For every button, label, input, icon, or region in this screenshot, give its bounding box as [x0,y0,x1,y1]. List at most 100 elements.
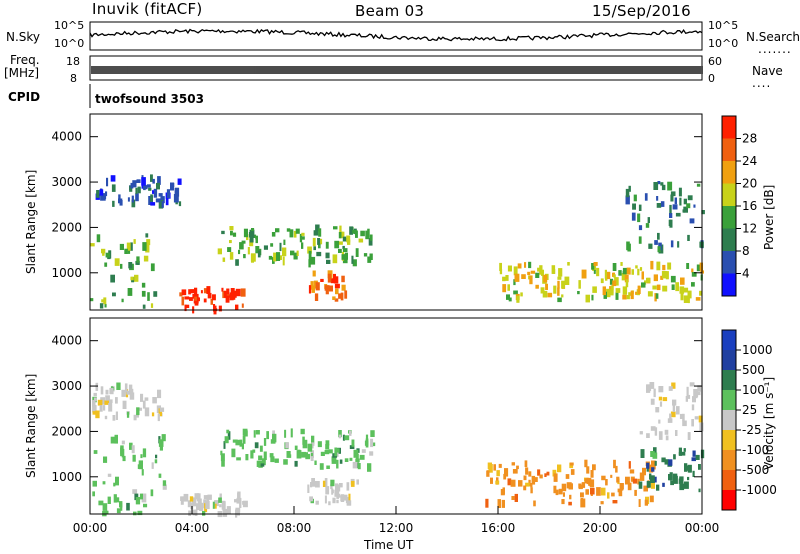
heatmap-cell [683,198,687,205]
heatmap-cell [657,246,661,253]
heatmap-cell [668,459,673,466]
heatmap-cell [311,478,315,487]
y-tick-label: 3000 [51,379,82,393]
heatmap-cell [662,285,668,292]
nave-dots: .... [752,76,772,90]
heatmap-cell [578,280,581,289]
heatmap-cell [662,482,665,487]
heatmap-cell [696,264,701,272]
colorbar-segment [722,138,736,161]
heatmap-cell [558,488,563,495]
heatmap-cell [250,253,256,262]
heatmap-cell [110,175,116,182]
power-yticks: 1000 2000 3000 4000 [51,130,702,280]
heatmap-cell [569,462,574,466]
heatmap-cell [499,262,502,271]
heatmap-cell [546,471,550,476]
heatmap-cell [523,485,527,491]
heatmap-cell [637,285,641,294]
y-tick-label: 4000 [51,130,82,144]
heatmap-cell [242,501,246,505]
heatmap-cell [218,305,222,312]
heatmap-cell [618,270,622,276]
heatmap-cell [194,509,198,516]
heatmap-cell [294,460,298,467]
heatmap-cell [157,413,160,422]
heatmap-cell [207,494,212,500]
heatmap-cell [269,453,274,458]
heatmap-cell [641,271,644,280]
heatmap-cell [238,249,241,255]
heatmap-cell [691,457,696,462]
heatmap-cell [654,427,658,436]
heatmap-cell [686,465,690,471]
heatmap-cell [282,256,285,266]
heatmap-cell [657,232,660,240]
heatmap-cell [697,385,701,392]
heatmap-cell [121,389,126,397]
heatmap-cell [680,293,684,301]
freq-label-2: [MHz] [4,66,40,80]
heatmap-cell [99,303,104,309]
heatmap-cell [514,493,518,502]
heatmap-cell [622,267,628,274]
heatmap-cell [330,278,335,284]
heatmap-cell [112,292,116,297]
heatmap-cell [669,219,673,228]
heatmap-cell [679,476,684,481]
heatmap-cell [654,460,657,466]
heatmap-cell [181,289,186,296]
heatmap-cell [355,248,359,257]
heatmap-cell [535,284,539,289]
heatmap-cell [665,271,669,280]
heatmap-cell [609,278,614,285]
heatmap-cell [95,382,99,391]
heatmap-cell [518,480,523,487]
cpid-value: twofsound 3503 [95,92,204,106]
heatmap-cell [633,194,637,202]
heatmap-cell [140,454,143,459]
heatmap-cell [328,501,331,506]
colorbar-segment [722,161,736,184]
heatmap-cell [106,510,109,515]
heatmap-cell [607,492,610,499]
heatmap-cell [667,262,672,270]
heatmap-cell [669,204,672,214]
heatmap-cell [95,410,100,419]
heatmap-cell [132,180,137,188]
heatmap-cell [627,482,632,491]
colorbar-segment [722,206,736,229]
heatmap-cell [113,482,116,487]
heatmap-cell [656,196,659,201]
heatmap-cell [622,294,627,300]
heatmap-cell [314,460,317,465]
heatmap-cell [247,247,250,255]
heatmap-cell [334,283,340,289]
heatmap-cell [250,450,254,459]
heatmap-cell [501,499,505,508]
heatmap-cell [700,449,705,459]
heatmap-cell [370,430,375,437]
heatmap-cell [662,397,668,402]
heatmap-cell [525,467,529,475]
heatmap-cell [581,269,587,279]
heatmap-cell [129,185,133,192]
heatmap-cell [696,391,701,396]
heatmap-cell [679,286,685,294]
heatmap-cell [557,464,562,473]
heatmap-cell [243,254,246,259]
heatmap-cell [229,292,234,301]
heatmap-cell [344,497,349,501]
heatmap-cell [678,478,684,484]
heatmap-cell [131,195,134,203]
heatmap-cell [670,191,676,197]
heatmap-cell [236,457,241,461]
freq-label-1: Freq. [10,53,40,67]
noise-tick-right-bottom: 10^0 [708,37,739,50]
heatmap-cell [593,269,596,274]
heatmap-cell [585,294,590,303]
heatmap-cell [365,438,369,448]
heatmap-cell [152,397,157,404]
heatmap-cell [537,267,541,272]
heatmap-cell [324,285,330,291]
